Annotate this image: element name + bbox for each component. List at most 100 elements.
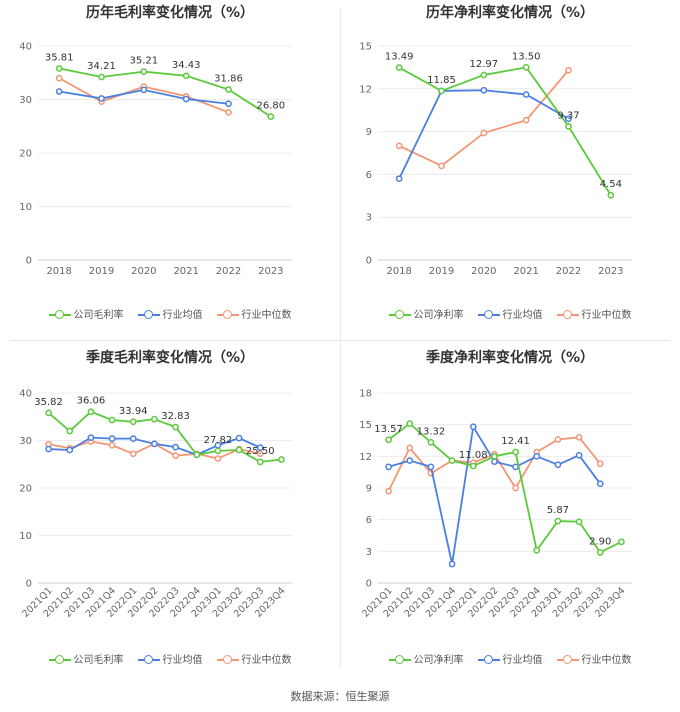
- data-point-company: [385, 436, 392, 444]
- legend-item-industry_avg[interactable]: 行业均值: [477, 306, 543, 321]
- y-tick-label: 0: [366, 256, 372, 267]
- chart-svg: 0102030402021Q12021Q22021Q32021Q42022Q12…: [19, 389, 292, 620]
- y-tick-label: 40: [19, 42, 32, 53]
- vertical-divider: [340, 8, 341, 668]
- data-point-industry_avg: [55, 88, 63, 95]
- data-point-company: [522, 64, 530, 71]
- legend-label: 公司毛利率: [73, 310, 124, 321]
- data-point-industry_avg: [406, 457, 414, 464]
- data-label: 31.86: [214, 74, 243, 85]
- x-tick-label: 2022: [216, 266, 241, 277]
- chart-panel-quarterly-gross-margin: 0 10 20 30 40 2021Q1 2021Q2 2021Q3 2021Q4 2022Q1 2…: [0, 345, 340, 685]
- legend-label: 行业中位数: [241, 310, 292, 321]
- data-point-company: [267, 113, 275, 120]
- data-point-industry_median: [55, 74, 63, 82]
- legend-item-industry_median[interactable]: 行业中位数: [216, 306, 292, 321]
- data-point-industry_avg: [512, 463, 519, 471]
- data-point-industry_median: [172, 452, 179, 460]
- legend-label: 行业中位数: [581, 310, 632, 321]
- y-tick-label: 20: [19, 149, 32, 160]
- legend-swatch-icon: [216, 310, 239, 320]
- data-point-industry_median: [438, 162, 445, 170]
- series-line-company: [58, 67, 272, 118]
- y-tick-label: 30: [19, 95, 32, 106]
- data-label: 12.41: [501, 436, 530, 447]
- x-tick-label: 2023: [598, 266, 623, 277]
- data-point-industry_median: [129, 450, 137, 458]
- series-line-industry_avg: [388, 424, 601, 565]
- y-tick-label: 10: [19, 531, 32, 542]
- data-point-company: [554, 517, 562, 525]
- legend-swatch-icon: [216, 655, 239, 665]
- x-tick-label: 2020: [471, 266, 496, 277]
- legend-item-company[interactable]: 公司毛利率: [48, 651, 124, 666]
- legend-item-company[interactable]: 公司净利率: [388, 306, 464, 321]
- data-point-company: [129, 418, 137, 426]
- y-tick-label: 15: [359, 42, 372, 53]
- y-tick-label: 9: [366, 127, 372, 138]
- data-label: 33.94: [119, 406, 148, 417]
- data-point-industry_avg: [480, 86, 488, 94]
- chart-title: 季度净利率变化情况（%）: [425, 350, 595, 366]
- legend-item-industry_avg[interactable]: 行业均值: [137, 651, 203, 666]
- data-point-industry_median: [554, 436, 562, 443]
- data-point-company: [256, 458, 264, 466]
- data-label: 35.21: [130, 56, 159, 67]
- legend-item-industry_avg[interactable]: 行业均值: [477, 651, 543, 666]
- legend-item-industry_median[interactable]: 行业中位数: [556, 306, 632, 321]
- data-source-note: 数据来源：恒生聚源: [290, 690, 390, 703]
- data-point-company: [533, 546, 541, 554]
- data-point-industry_avg: [395, 175, 403, 183]
- data-point-industry_avg: [448, 560, 456, 568]
- data-label: 35.81: [45, 52, 74, 63]
- data-label: 13.32: [417, 426, 446, 437]
- data-point-company: [182, 72, 190, 80]
- data-point-industry_avg: [491, 458, 498, 465]
- x-tick-label: 2018: [386, 266, 411, 277]
- y-tick-label: 40: [19, 389, 32, 400]
- series-line-industry_median: [398, 69, 570, 167]
- data-point-company: [193, 451, 201, 459]
- data-point-company: [87, 408, 95, 416]
- legend-swatch-icon: [137, 310, 160, 320]
- legend-swatch-icon: [48, 655, 71, 665]
- data-point-industry_avg: [140, 86, 148, 94]
- y-tick-label: 18: [359, 389, 372, 400]
- data-point-industry_median: [214, 455, 222, 462]
- data-point-industry_median: [596, 460, 604, 468]
- data-point-industry_median: [575, 433, 583, 441]
- data-point-industry_median: [225, 108, 232, 116]
- data-label: 5.87: [547, 505, 569, 516]
- chart-svg: 0 3 6 9 12 15 2018 2019 2020 2021 2022 2023 13.49 11.…: [359, 42, 632, 277]
- chart-legend: 公司毛利率 行业均值 行业中位数: [0, 306, 340, 321]
- data-point-company: [596, 549, 604, 556]
- legend-swatch-icon: [137, 655, 160, 665]
- data-point-company: [151, 415, 158, 423]
- legend-item-company[interactable]: 公司毛利率: [48, 306, 124, 321]
- legend-item-company[interactable]: 公司净利率: [388, 651, 464, 666]
- chart-panel-quarterly-net-margin: 0 3 6 9 12 15 18 2021Q1 2021Q2 2021Q3 2021Q4 2022Q1…: [340, 345, 680, 685]
- legend-label: 公司净利率: [413, 655, 464, 666]
- x-tick-label: 2019: [89, 266, 114, 277]
- legend-item-industry_avg[interactable]: 行业均值: [137, 306, 203, 321]
- y-tick-label: 3: [366, 547, 372, 558]
- legend-label: 行业均值: [502, 310, 543, 321]
- data-point-company: [235, 446, 243, 454]
- legend-swatch-icon: [477, 310, 500, 320]
- y-tick-label: 6: [366, 170, 372, 181]
- legend-item-industry_median[interactable]: 行业中位数: [556, 651, 632, 666]
- data-point-industry_median: [406, 444, 414, 452]
- x-tick-label: 2021: [513, 266, 538, 277]
- data-label: 32.83: [161, 411, 190, 422]
- data-point-industry_avg: [575, 451, 583, 459]
- data-point-industry_median: [480, 129, 488, 137]
- data-label: 12.97: [470, 59, 499, 70]
- legend-item-industry_median[interactable]: 行业中位数: [216, 651, 292, 666]
- data-point-company: [438, 87, 445, 95]
- data-point-company: [427, 439, 435, 446]
- data-point-company: [575, 518, 583, 526]
- data-point-industry_median: [385, 487, 392, 495]
- y-tick-label: 10: [19, 202, 32, 213]
- data-point-industry_avg: [66, 446, 74, 454]
- legend-swatch-icon: [388, 655, 411, 665]
